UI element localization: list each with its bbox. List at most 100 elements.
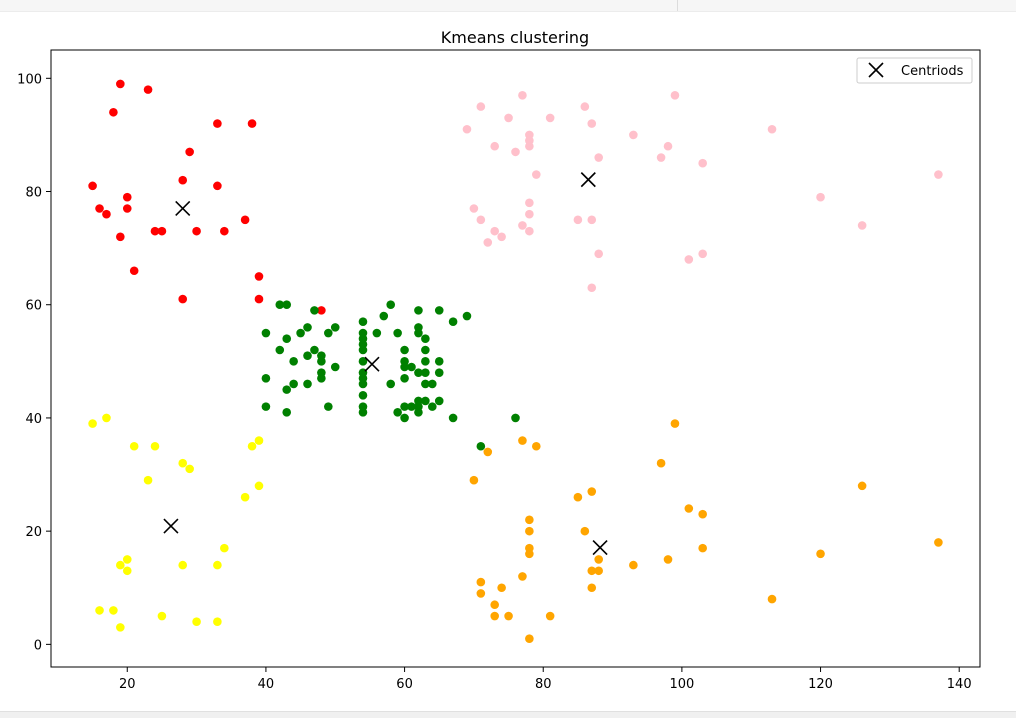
data-point <box>116 623 125 632</box>
data-point <box>213 119 222 128</box>
data-point <box>448 413 458 423</box>
data-point <box>483 238 493 247</box>
data-point <box>434 306 444 315</box>
data-point <box>476 441 486 451</box>
data-point <box>310 306 319 315</box>
data-point <box>476 215 486 225</box>
data-point <box>372 328 382 338</box>
data-point <box>289 357 298 366</box>
data-point <box>511 147 520 157</box>
y-tick-label: 100 <box>17 72 42 87</box>
data-point <box>525 515 534 525</box>
data-point <box>525 526 534 536</box>
data-point <box>816 192 825 202</box>
data-point <box>393 407 402 417</box>
data-point <box>109 606 118 615</box>
data-point <box>670 90 680 100</box>
window-bottom-bar <box>0 711 1016 718</box>
data-point <box>511 413 520 423</box>
data-point <box>303 323 312 332</box>
data-point <box>518 221 527 230</box>
data-point <box>934 170 943 179</box>
data-point <box>213 181 222 191</box>
data-point <box>178 560 188 570</box>
centroid-marker <box>364 356 380 372</box>
data-point <box>414 407 423 417</box>
data-point <box>531 441 541 451</box>
data-point <box>330 362 340 372</box>
data-point <box>358 357 368 366</box>
data-point <box>157 226 167 236</box>
data-point <box>129 266 139 276</box>
data-point <box>122 566 132 576</box>
data-point <box>324 402 333 411</box>
data-point <box>330 323 340 332</box>
data-point <box>296 328 305 338</box>
data-point <box>358 317 368 327</box>
data-point <box>594 566 603 576</box>
data-point <box>545 611 555 621</box>
data-point <box>767 594 777 604</box>
window-top-bar <box>0 0 1016 12</box>
legend-centroid-marker-icon <box>868 62 884 78</box>
data-point <box>587 487 597 496</box>
data-point <box>476 577 486 587</box>
data-point <box>414 368 423 377</box>
data-point <box>594 555 603 564</box>
data-point <box>573 492 583 502</box>
data-points <box>88 79 943 643</box>
data-point <box>261 374 271 383</box>
data-point <box>116 232 125 242</box>
data-point <box>282 407 292 417</box>
data-point <box>525 634 534 643</box>
data-point <box>129 441 139 451</box>
legend-box <box>856 57 973 84</box>
centroid-stroke <box>580 172 596 188</box>
data-point <box>684 255 694 264</box>
data-point <box>213 560 222 570</box>
data-point <box>358 379 368 389</box>
data-point <box>143 475 153 485</box>
data-point <box>282 334 292 343</box>
data-point <box>95 606 104 615</box>
data-point <box>857 221 867 230</box>
data-point <box>261 402 271 411</box>
centroid-stroke <box>592 539 608 556</box>
data-point <box>254 481 264 491</box>
data-point <box>358 345 368 355</box>
data-point <box>587 283 597 293</box>
data-point <box>150 226 160 236</box>
data-point <box>324 328 333 338</box>
data-point <box>240 492 250 502</box>
data-point <box>629 560 638 570</box>
data-point <box>310 345 319 355</box>
data-point <box>254 436 264 445</box>
data-point <box>490 226 500 236</box>
data-point <box>178 458 188 468</box>
data-point <box>587 566 597 576</box>
data-point <box>358 407 368 417</box>
x-tick-label: 20 <box>119 677 136 692</box>
data-point <box>247 441 257 451</box>
centroid-stroke <box>163 518 179 534</box>
data-point <box>400 402 409 411</box>
data-point <box>462 124 472 134</box>
data-point <box>122 192 132 202</box>
data-point <box>497 583 506 593</box>
data-point <box>261 328 271 338</box>
data-point <box>421 379 430 389</box>
data-point <box>816 549 825 559</box>
data-point <box>358 390 368 400</box>
data-point <box>434 368 444 377</box>
data-point <box>289 379 298 389</box>
data-point <box>178 294 188 304</box>
data-point <box>407 362 416 372</box>
data-point <box>504 611 513 621</box>
data-point <box>518 90 527 100</box>
data-point <box>150 441 160 451</box>
data-point <box>282 300 292 310</box>
data-point <box>587 119 597 128</box>
data-point <box>573 215 583 225</box>
centroid-stroke <box>175 200 191 217</box>
centroid-stroke <box>364 356 380 372</box>
